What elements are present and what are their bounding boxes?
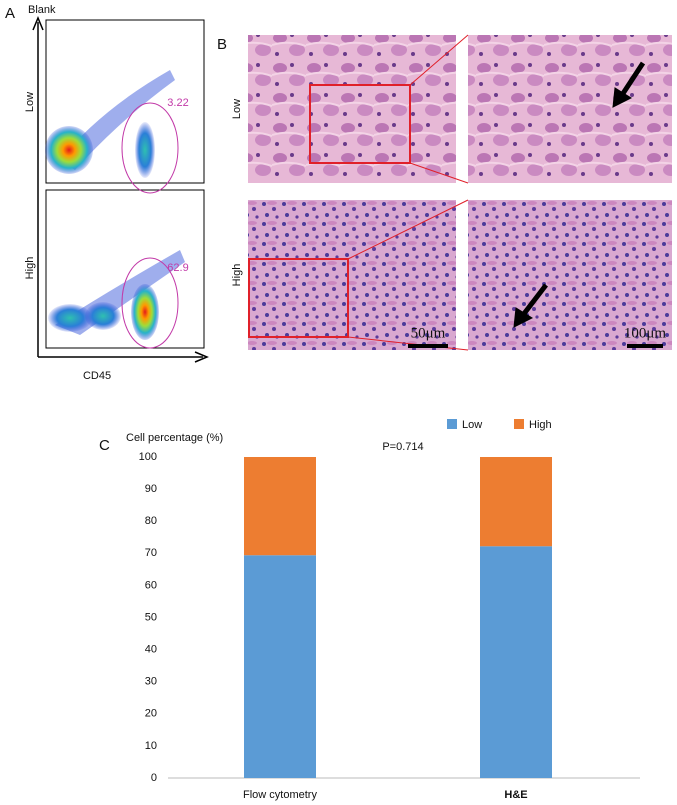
scale-label: 100μm — [624, 325, 667, 341]
zoom-box — [248, 258, 349, 338]
y-tick-label: 70 — [145, 547, 157, 559]
y-axis-title: Cell percentage (%) — [126, 432, 223, 444]
y-tick-label: 40 — [145, 644, 157, 656]
y-tick-label: 100 — [139, 451, 157, 463]
axis-label: Blank — [28, 4, 56, 16]
legend-swatch — [514, 419, 524, 429]
row-label: Low — [24, 92, 36, 112]
row-label: Low — [231, 99, 243, 119]
density — [45, 70, 185, 340]
x-tick-label: Flow cytometry — [243, 789, 317, 801]
annotation: P=0.714 — [382, 441, 423, 453]
scale-label: 50μm — [411, 325, 446, 341]
axis-label: CD45 — [83, 370, 111, 382]
y-tick-label: 90 — [145, 483, 157, 495]
zoom-box — [309, 84, 411, 164]
gate — [121, 257, 179, 349]
arrow — [513, 61, 646, 328]
legend-label: High — [529, 419, 552, 431]
gate-value: 3.22 — [167, 97, 188, 109]
y-tick-label: 60 — [145, 579, 157, 591]
histology-image — [248, 35, 456, 183]
arrow-head — [32, 16, 44, 31]
bar-segment — [480, 457, 552, 547]
arrow-head — [194, 351, 209, 363]
histology-image — [468, 35, 672, 183]
panel-label: A — [5, 5, 15, 22]
y-tick-label: 20 — [145, 708, 157, 720]
histology-image — [248, 200, 456, 350]
row-label: High — [231, 264, 243, 287]
gate-value: 62.9 — [167, 262, 188, 274]
y-tick-label: 0 — [151, 772, 157, 784]
y-tick-label: 30 — [145, 676, 157, 688]
bar-segment — [244, 555, 316, 778]
histology-image — [468, 200, 672, 350]
panel-label: C — [99, 437, 110, 454]
y-tick-label: 50 — [145, 611, 157, 623]
panel-label: B — [217, 36, 227, 53]
row-label: High — [24, 257, 36, 280]
bar-segment — [244, 457, 316, 556]
y-tick-label: 80 — [145, 515, 157, 527]
y-tick-label: 10 — [145, 740, 157, 752]
legend-label: Low — [462, 419, 482, 431]
bar-segment — [480, 546, 552, 778]
x-tick-label: H&E — [504, 789, 527, 801]
gate — [121, 102, 179, 194]
legend-swatch — [447, 419, 457, 429]
